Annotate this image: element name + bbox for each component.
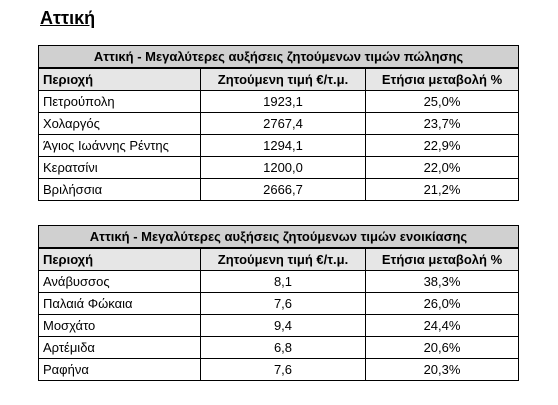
- table-row: Αρτέμιδα 6,8 20,6%: [38, 336, 519, 359]
- table-cell: Παλαιά Φώκαια: [38, 292, 201, 315]
- table-cell: 20,3%: [365, 358, 519, 381]
- heading: Αττική: [40, 8, 96, 28]
- table-cell: Βριλήσσια: [38, 178, 201, 201]
- table-cell: Μοσχάτο: [38, 314, 201, 337]
- column-header: Ετήσια μεταβολή %: [365, 247, 519, 271]
- table-row: Ραφήνα 7,6 20,3%: [38, 358, 519, 381]
- table-cell: 1923,1: [200, 90, 366, 113]
- table-row: Πετρούπολη 1923,1 25,0%: [38, 90, 519, 113]
- table-cell: 24,4%: [365, 314, 519, 337]
- table-row: Βριλήσσια 2666,7 21,2%: [38, 178, 519, 201]
- table-cell: 1200,0: [200, 156, 366, 179]
- table-cell: 22,0%: [365, 156, 519, 179]
- title-row: Αττική - Μεγαλύτερες αυξήσεις ζητούμενων…: [38, 225, 519, 249]
- table-cell: 23,7%: [365, 112, 519, 135]
- table-cell: 7,6: [200, 358, 366, 381]
- table-cell: 21,2%: [365, 178, 519, 201]
- table-cell: 1294,1: [200, 134, 366, 157]
- table-cell: Αρτέμιδα: [38, 336, 201, 359]
- table-cell: Πετρούπολη: [38, 90, 201, 113]
- table-row: Άγιος Ιωάννης Ρέντης 1294,1 22,9%: [38, 134, 519, 157]
- table-cell: 38,3%: [365, 270, 519, 293]
- table-row: Παλαιά Φώκαια 7,6 26,0%: [38, 292, 519, 315]
- table-cell: Άγιος Ιωάννης Ρέντης: [38, 134, 201, 157]
- table-cell: 7,6: [200, 292, 366, 315]
- table-cell: Ανάβυσσος: [38, 270, 201, 293]
- table-cell: 20,6%: [365, 336, 519, 359]
- column-header: Ζητούμενη τιμή €/τ.μ.: [200, 247, 366, 271]
- table-cell: 22,9%: [365, 134, 519, 157]
- table-cell: 2767,4: [200, 112, 366, 135]
- table-cell: 2666,7: [200, 178, 366, 201]
- table-cell: Ραφήνα: [38, 358, 201, 381]
- table-row: Μοσχάτο 9,4 24,4%: [38, 314, 519, 337]
- table-cell: 26,0%: [365, 292, 519, 315]
- table-title: Αττική - Μεγαλύτερες αυξήσεις ζητούμενων…: [38, 45, 519, 69]
- column-header: Ζητούμενη τιμή €/τ.μ.: [200, 67, 366, 91]
- table-title: Αττική - Μεγαλύτερες αυξήσεις ζητούμενων…: [38, 225, 519, 249]
- table-cell: 25,0%: [365, 90, 519, 113]
- header-row: Περιοχή Ζητούμενη τιμή €/τ.μ. Ετήσια μεταβ…: [38, 67, 519, 91]
- table-cell: 9,4: [200, 314, 366, 337]
- column-header: Περιοχή: [38, 247, 201, 271]
- table-row: Χολαργός 2767,4 23,7%: [38, 112, 519, 135]
- title-row: Αττική - Μεγαλύτερες αυξήσεις ζητούμενων…: [38, 45, 519, 69]
- column-header: Περιοχή: [38, 67, 201, 91]
- data-table: Αττική - Μεγαλύτερες αυξήσεις ζητούμενων…: [38, 45, 519, 201]
- column-header: Ετήσια μεταβολή %: [365, 67, 519, 91]
- table-row: Ανάβυσσος 8,1 38,3%: [38, 270, 519, 293]
- table-cell: Χολαργός: [38, 112, 201, 135]
- header-row: Περιοχή Ζητούμενη τιμή €/τ.μ. Ετήσια μεταβ…: [38, 247, 519, 271]
- table-cell: 6,8: [200, 336, 366, 359]
- table-cell: 8,1: [200, 270, 366, 293]
- table-cell: Κερατσίνι: [38, 156, 201, 179]
- data-table: Αττική - Μεγαλύτερες αυξήσεις ζητούμενων…: [38, 225, 519, 381]
- table-row: Κερατσίνι 1200,0 22,0%: [38, 156, 519, 179]
